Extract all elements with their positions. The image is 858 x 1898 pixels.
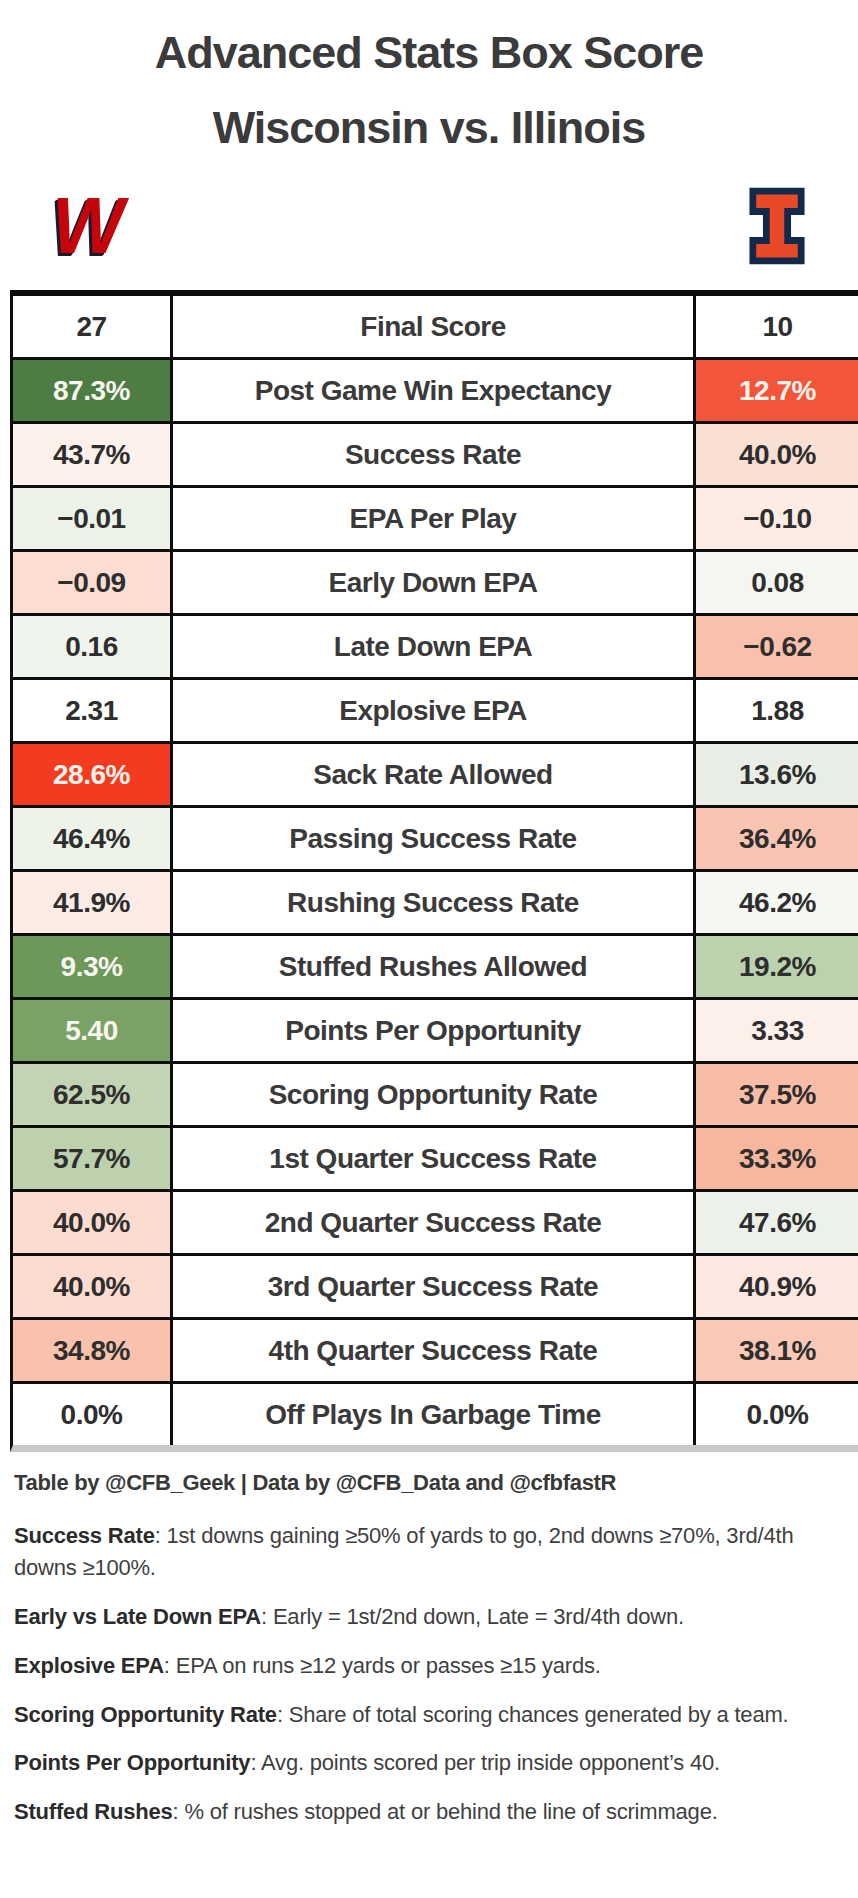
- footer: Table by @CFB_Geek | Data by @CFB_Data a…: [14, 1470, 844, 1828]
- away-value-cell: 40.0%: [696, 424, 858, 485]
- metric-label-cell: 4th Quarter Success Rate: [173, 1320, 693, 1381]
- metric-label-cell: Off Plays In Garbage Time: [173, 1384, 693, 1445]
- home-value-cell: 28.6%: [13, 744, 170, 805]
- credit-line: Table by @CFB_Geek | Data by @CFB_Data a…: [14, 1470, 844, 1496]
- footnote-label: Success Rate: [14, 1523, 155, 1548]
- footnote-text: : % of rushes stopped at or behind the l…: [173, 1799, 718, 1824]
- footnote: Success Rate: 1st downs gaining ≥50% of …: [14, 1520, 838, 1584]
- footnote: Stuffed Rushes: % of rushes stopped at o…: [14, 1796, 838, 1828]
- metric-label-cell: 3rd Quarter Success Rate: [173, 1256, 693, 1317]
- stats-table: 27 Final Score 10 87.3% Post Game Win Ex…: [10, 290, 858, 1452]
- home-value-cell: 43.7%: [13, 424, 170, 485]
- footnote-label: Early vs Late Down EPA: [14, 1604, 261, 1629]
- home-value-cell: 41.9%: [13, 872, 170, 933]
- metric-label-cell: Sack Rate Allowed: [173, 744, 693, 805]
- footnote-text: : EPA on runs ≥12 yards or passes ≥15 ya…: [164, 1653, 601, 1678]
- home-value-cell: 0.0%: [13, 1384, 170, 1445]
- home-value-cell: −0.01: [13, 488, 170, 549]
- away-value-cell: 10: [696, 296, 858, 357]
- away-value-cell: 38.1%: [696, 1320, 858, 1381]
- metric-label-cell: Explosive EPA: [173, 680, 693, 741]
- footnotes: Success Rate: 1st downs gaining ≥50% of …: [14, 1520, 844, 1828]
- metric-label-cell: Post Game Win Expectancy: [173, 360, 693, 421]
- metric-label-cell: Final Score: [173, 296, 693, 357]
- home-value-cell: 5.40: [13, 1000, 170, 1061]
- home-value-cell: 2.31: [13, 680, 170, 741]
- metric-label-cell: Points Per Opportunity: [173, 1000, 693, 1061]
- away-value-cell: 40.9%: [696, 1256, 858, 1317]
- away-value-cell: 3.33: [696, 1000, 858, 1061]
- away-value-cell: 37.5%: [696, 1064, 858, 1125]
- home-value-cell: −0.09: [13, 552, 170, 613]
- footnote-text: : Avg. points scored per trip inside opp…: [250, 1750, 720, 1775]
- home-value-cell: 57.7%: [13, 1128, 170, 1189]
- footnote-text: : Early = 1st/2nd down, Late = 3rd/4th d…: [261, 1604, 684, 1629]
- home-value-cell: 40.0%: [13, 1192, 170, 1253]
- metric-label-cell: 1st Quarter Success Rate: [173, 1128, 693, 1189]
- away-value-cell: 13.6%: [696, 744, 858, 805]
- away-value-cell: 0.0%: [696, 1384, 858, 1445]
- metric-label-cell: Scoring Opportunity Rate: [173, 1064, 693, 1125]
- metric-label-cell: EPA Per Play: [173, 488, 693, 549]
- home-value-cell: 0.16: [13, 616, 170, 677]
- away-value-cell: 47.6%: [696, 1192, 858, 1253]
- footnote-text: : Share of total scoring chances generat…: [277, 1702, 789, 1727]
- footnote-label: Explosive EPA: [14, 1653, 164, 1678]
- away-value-cell: 0.08: [696, 552, 858, 613]
- footnote: Scoring Opportunity Rate: Share of total…: [14, 1699, 838, 1731]
- away-value-cell: 12.7%: [696, 360, 858, 421]
- footnote: Points Per Opportunity: Avg. points scor…: [14, 1747, 838, 1779]
- away-value-cell: 19.2%: [696, 936, 858, 997]
- home-value-cell: 9.3%: [13, 936, 170, 997]
- footnote-label: Scoring Opportunity Rate: [14, 1702, 277, 1727]
- page-subtitle: Wisconsin vs. Illinois: [0, 105, 858, 150]
- metric-label-cell: Late Down EPA: [173, 616, 693, 677]
- footnote: Early vs Late Down EPA: Early = 1st/2nd …: [14, 1601, 838, 1633]
- away-value-cell: 46.2%: [696, 872, 858, 933]
- metric-label-cell: Rushing Success Rate: [173, 872, 693, 933]
- away-value-cell: 36.4%: [696, 808, 858, 869]
- metric-label-cell: Success Rate: [173, 424, 693, 485]
- home-value-cell: 62.5%: [13, 1064, 170, 1125]
- metric-label-cell: Early Down EPA: [173, 552, 693, 613]
- away-value-cell: 1.88: [696, 680, 858, 741]
- footnote-label: Stuffed Rushes: [14, 1799, 173, 1824]
- illinois-logo-icon: [748, 186, 806, 266]
- team-logos: W: [52, 186, 806, 266]
- home-value-cell: 40.0%: [13, 1256, 170, 1317]
- away-value-cell: −0.62: [696, 616, 858, 677]
- footnote: Explosive EPA: EPA on runs ≥12 yards or …: [14, 1650, 838, 1682]
- home-value-cell: 27: [13, 296, 170, 357]
- home-value-cell: 34.8%: [13, 1320, 170, 1381]
- wisconsin-logo-icon: W: [52, 184, 121, 268]
- home-value-cell: 46.4%: [13, 808, 170, 869]
- metric-label-cell: 2nd Quarter Success Rate: [173, 1192, 693, 1253]
- metric-label-cell: Stuffed Rushes Allowed: [173, 936, 693, 997]
- footnote-label: Points Per Opportunity: [14, 1750, 250, 1775]
- page-title: Advanced Stats Box Score: [0, 30, 858, 75]
- metric-label-cell: Passing Success Rate: [173, 808, 693, 869]
- away-value-cell: −0.10: [696, 488, 858, 549]
- away-value-cell: 33.3%: [696, 1128, 858, 1189]
- home-value-cell: 87.3%: [13, 360, 170, 421]
